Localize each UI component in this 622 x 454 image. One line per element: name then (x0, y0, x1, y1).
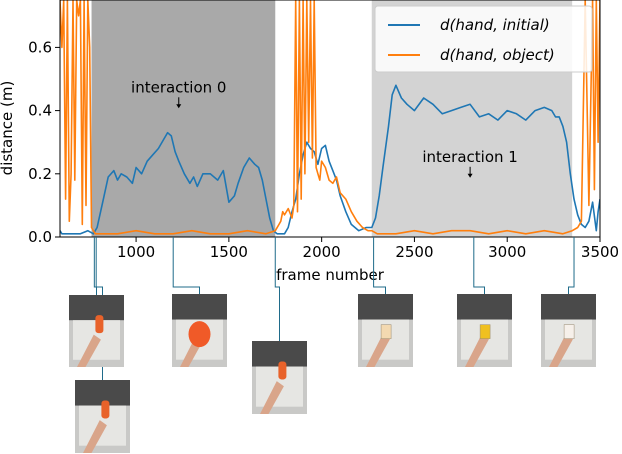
x-tick-label: 1000 (117, 243, 155, 261)
interaction-1-end-photo (541, 294, 596, 367)
callout-line-2 (172, 237, 200, 294)
y-tick-label: 0.4 (28, 102, 52, 120)
photo-hand (260, 381, 284, 414)
x-tick-label: 2500 (395, 243, 433, 261)
interaction-0-mid-photo (172, 294, 227, 367)
x-tick-label: 3500 (581, 243, 619, 261)
y-axis-ticks: 0.0 0.2 0.4 0.6 (28, 38, 60, 246)
x-axis-label: frame number (276, 266, 385, 284)
photo-hand (366, 334, 390, 367)
interaction-1-mid-photo (457, 294, 512, 367)
photo-hand (465, 334, 489, 367)
y-tick-label: 0.0 (28, 228, 52, 246)
photo-hand (77, 334, 101, 367)
series-line-1 (60, 0, 600, 235)
series-lines (60, 0, 600, 235)
interaction-0-end-photo (252, 341, 307, 414)
legend: d(hand, initial) d(hand, object) (374, 5, 593, 73)
photo-object (278, 361, 287, 380)
photo-monitor (541, 294, 596, 320)
interaction-0-start-photo (69, 295, 124, 367)
photo-object (101, 400, 110, 419)
callout-line-5 (473, 237, 485, 294)
x-tick-label: 2000 (303, 243, 341, 261)
series-line-0 (60, 84, 600, 235)
legend-label-hand-object: d(hand, object) (440, 46, 555, 64)
y-axis-label: distance (m) (0, 81, 16, 176)
x-tick-label: 1500 (210, 243, 248, 261)
region-arrow-head-1 (467, 173, 473, 178)
photo-monitor (358, 294, 413, 320)
x-axis-ticks: 1000 1500 2000 2500 3000 3500 (117, 237, 619, 261)
interaction-1-start-photo (358, 294, 413, 367)
photo-object (563, 324, 575, 339)
photo-hand (83, 420, 107, 453)
y-tick-label: 0.6 (28, 38, 52, 56)
callout-line-0 (93, 237, 97, 295)
region-annotations: interaction 0 interaction 1 (131, 78, 518, 178)
callout-line-4 (373, 237, 386, 294)
photo-object (479, 324, 491, 339)
y-tick-label: 0.2 (28, 165, 52, 183)
photo-monitor (172, 294, 227, 320)
photo-object (95, 315, 104, 334)
legend-box (374, 5, 593, 73)
region-label-0: interaction 0 (131, 78, 226, 96)
callout-line-6 (568, 237, 575, 294)
legend-label-hand-initial: d(hand, initial) (440, 16, 550, 34)
photo-object (188, 321, 211, 348)
photo-hand (549, 334, 573, 367)
photo-thumbnails (69, 294, 596, 453)
photo-object (380, 324, 392, 339)
shaded-region-0 (91, 0, 276, 237)
x-tick-label: 3000 (488, 243, 526, 261)
region-arrow-head-0 (176, 104, 182, 109)
plot-frame (59, 0, 601, 238)
region-label-1: interaction 1 (422, 148, 517, 166)
photo-monitor (457, 294, 512, 320)
callout-line-3 (274, 237, 280, 341)
interaction-0-second-photo (75, 380, 130, 453)
frame-callouts (93, 237, 575, 380)
